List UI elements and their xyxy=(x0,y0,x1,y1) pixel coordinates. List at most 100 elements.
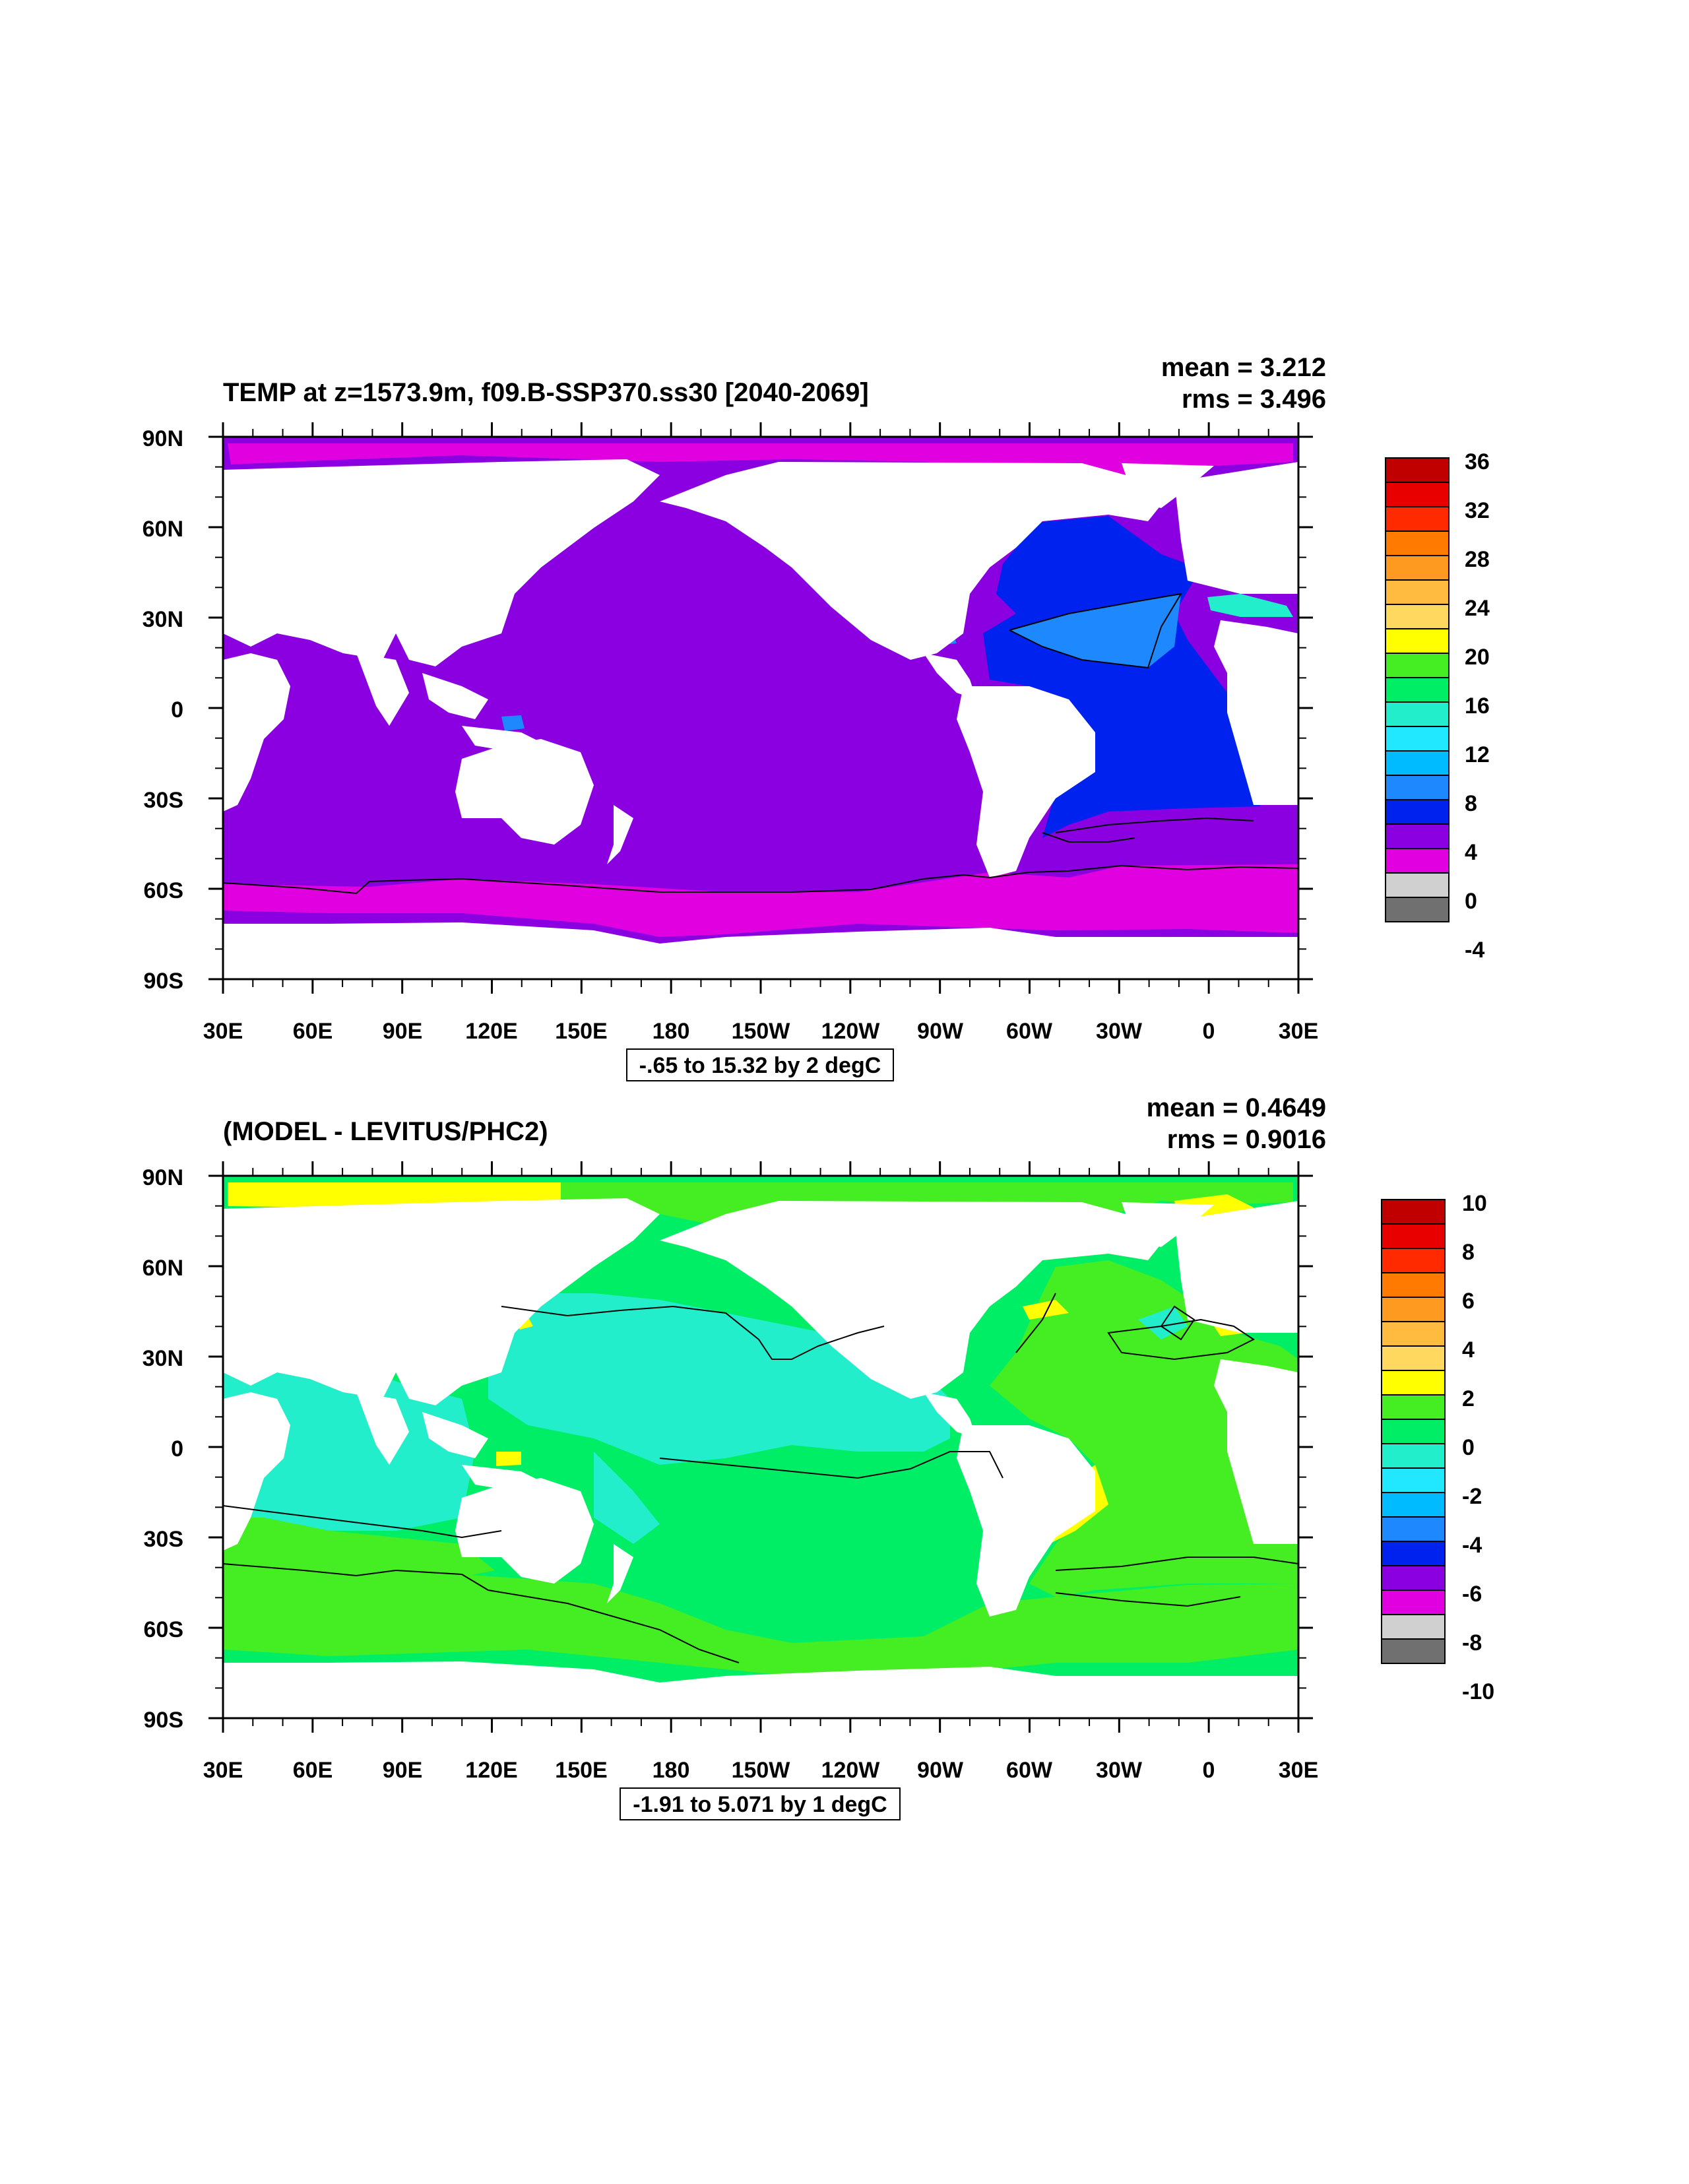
coral-sea-field xyxy=(594,1452,660,1544)
arctic-band xyxy=(228,443,1293,488)
colorbar-swatch xyxy=(1385,775,1450,800)
tick-marks xyxy=(208,422,1313,994)
y-tick-label: 0 xyxy=(171,1436,183,1461)
colorbar-label: 10 xyxy=(1462,1191,1487,1216)
colorbar-swatch xyxy=(1385,604,1450,629)
colorbar-swatch xyxy=(1381,1492,1446,1518)
colorbar: 10 8 6 4 2 0 -2 -4 -6 -8 -10 xyxy=(1381,1191,1494,1704)
colorbar-swatch xyxy=(1385,506,1450,532)
colorbar-label: -4 xyxy=(1465,938,1484,963)
colorbar-swatch xyxy=(1385,579,1450,605)
colorbar-swatches xyxy=(1385,457,1450,922)
colorbar-swatch xyxy=(1381,1516,1446,1542)
colorbar-label: 12 xyxy=(1465,742,1490,767)
colorbar-label: 2 xyxy=(1462,1386,1475,1411)
colorbar-labels: 36 32 28 24 20 16 12 8 4 0 -4 xyxy=(1465,449,1490,963)
contour-info-box xyxy=(626,1048,894,1081)
x-tick-label: 150W xyxy=(732,1758,791,1783)
colorbar-label: 6 xyxy=(1462,1289,1475,1314)
colorbar-swatch xyxy=(1381,1345,1446,1371)
mediterranean-patch xyxy=(1207,594,1293,617)
atlantic-field xyxy=(983,516,1260,838)
x-tick-label: 150E xyxy=(555,1019,607,1044)
y-tick-label: 90N xyxy=(143,1165,183,1190)
contour-info-box xyxy=(620,1787,901,1820)
colorbar-label: -6 xyxy=(1462,1582,1482,1607)
colorbar-swatch xyxy=(1385,872,1450,898)
y-tick-label: 60N xyxy=(143,1256,183,1281)
colorbar-swatch xyxy=(1381,1321,1446,1347)
x-tick-label: 120E xyxy=(465,1758,517,1783)
x-tick-label: 90E xyxy=(383,1758,423,1783)
colorbar-swatches xyxy=(1381,1199,1446,1664)
colorbar-label: -10 xyxy=(1462,1679,1494,1704)
colorbar-label: 4 xyxy=(1465,840,1477,865)
panel-temperature: TEMP at z=1573.9m, f09.B-SSP370.ss30 [20… xyxy=(143,353,1490,1081)
land xyxy=(223,1198,1298,1718)
colorbar-swatch xyxy=(1381,1199,1446,1225)
x-tick-label: 60E xyxy=(293,1758,333,1783)
y-tick-label: 60S xyxy=(144,878,184,903)
panel-difference: (MODEL - LEVITUS/PHC2) mean = 0.4649 rms… xyxy=(143,1093,1494,1820)
colorbar-swatch xyxy=(1385,726,1450,752)
panel-title: (MODEL - LEVITUS/PHC2) xyxy=(223,1117,548,1146)
map-field xyxy=(223,437,1298,979)
colorbar-swatch xyxy=(1381,1248,1446,1273)
y-axis-labels: 90N 60N 30N 0 30S 60S 90S xyxy=(143,1165,183,1733)
land xyxy=(223,459,1298,979)
indonesia-patch xyxy=(501,715,525,731)
rms-label: rms = 0.9016 xyxy=(1167,1125,1326,1154)
southern-ocean-band xyxy=(223,864,1298,937)
colorbar-swatch xyxy=(1381,1638,1446,1664)
x-tick-label: 30W xyxy=(1096,1019,1143,1044)
y-tick-label: 30N xyxy=(143,1346,183,1371)
y-tick-label: 30S xyxy=(144,1527,184,1552)
x-tick-label: 180 xyxy=(653,1019,690,1044)
x-tick-label: 0 xyxy=(1203,1758,1215,1783)
colorbar-swatch xyxy=(1385,799,1450,825)
x-tick-label: 90W xyxy=(917,1019,964,1044)
x-tick-label: 90W xyxy=(917,1758,964,1783)
colorbar-label: 20 xyxy=(1465,645,1490,670)
yellow-patch xyxy=(496,1452,521,1466)
colorbar-swatch xyxy=(1385,628,1450,654)
colorbar-swatch xyxy=(1385,555,1450,581)
colorbar-swatch xyxy=(1381,1419,1446,1444)
colorbar-swatch xyxy=(1381,1443,1446,1469)
colorbar-swatch xyxy=(1385,848,1450,874)
y-tick-label: 30S xyxy=(144,788,184,813)
x-tick-label: 30E xyxy=(1279,1019,1319,1044)
colorbar-label: -4 xyxy=(1462,1533,1482,1558)
contour-info: -.65 to 15.32 by 2 degC xyxy=(639,1053,881,1078)
yellow-patch xyxy=(1023,1300,1069,1320)
x-tick-label: 120W xyxy=(821,1019,881,1044)
colorbar-label: 16 xyxy=(1465,693,1490,719)
x-tick-label: 90E xyxy=(383,1019,423,1044)
colorbar-label: 32 xyxy=(1465,498,1490,523)
colorbar: 36 32 28 24 20 16 12 8 4 0 -4 xyxy=(1385,449,1490,963)
x-tick-label: 30W xyxy=(1096,1758,1143,1783)
tick-marks xyxy=(208,1161,1313,1733)
colorbar-swatch xyxy=(1385,897,1450,922)
x-axis-labels: 30E 60E 90E 120E 150E 180 150W 120W 90W … xyxy=(203,1019,1319,1044)
colorbar-swatch xyxy=(1381,1370,1446,1396)
colorbar-swatch xyxy=(1381,1297,1446,1322)
panel-title: TEMP at z=1573.9m, f09.B-SSP370.ss30 [20… xyxy=(223,378,869,407)
x-tick-label: 60E xyxy=(293,1019,333,1044)
contour-info: -1.91 to 5.071 by 1 degC xyxy=(633,1792,887,1817)
colorbar-swatch xyxy=(1385,750,1450,776)
colorbar-swatch xyxy=(1381,1614,1446,1640)
colorbar-swatch xyxy=(1381,1467,1446,1493)
colorbar-labels: 10 8 6 4 2 0 -2 -4 -6 -8 -10 xyxy=(1462,1191,1494,1704)
southern-ocean-field xyxy=(223,1570,1298,1676)
colorbar-label: 28 xyxy=(1465,547,1490,572)
colorbar-swatch xyxy=(1381,1541,1446,1566)
x-tick-label: 60W xyxy=(1006,1019,1053,1044)
x-tick-label: 60W xyxy=(1006,1758,1053,1783)
colorbar-label: 24 xyxy=(1465,596,1490,621)
x-tick-label: 0 xyxy=(1203,1019,1215,1044)
colorbar-swatch xyxy=(1381,1565,1446,1591)
colorbar-label: -8 xyxy=(1462,1630,1482,1655)
x-tick-label: 120E xyxy=(465,1019,517,1044)
